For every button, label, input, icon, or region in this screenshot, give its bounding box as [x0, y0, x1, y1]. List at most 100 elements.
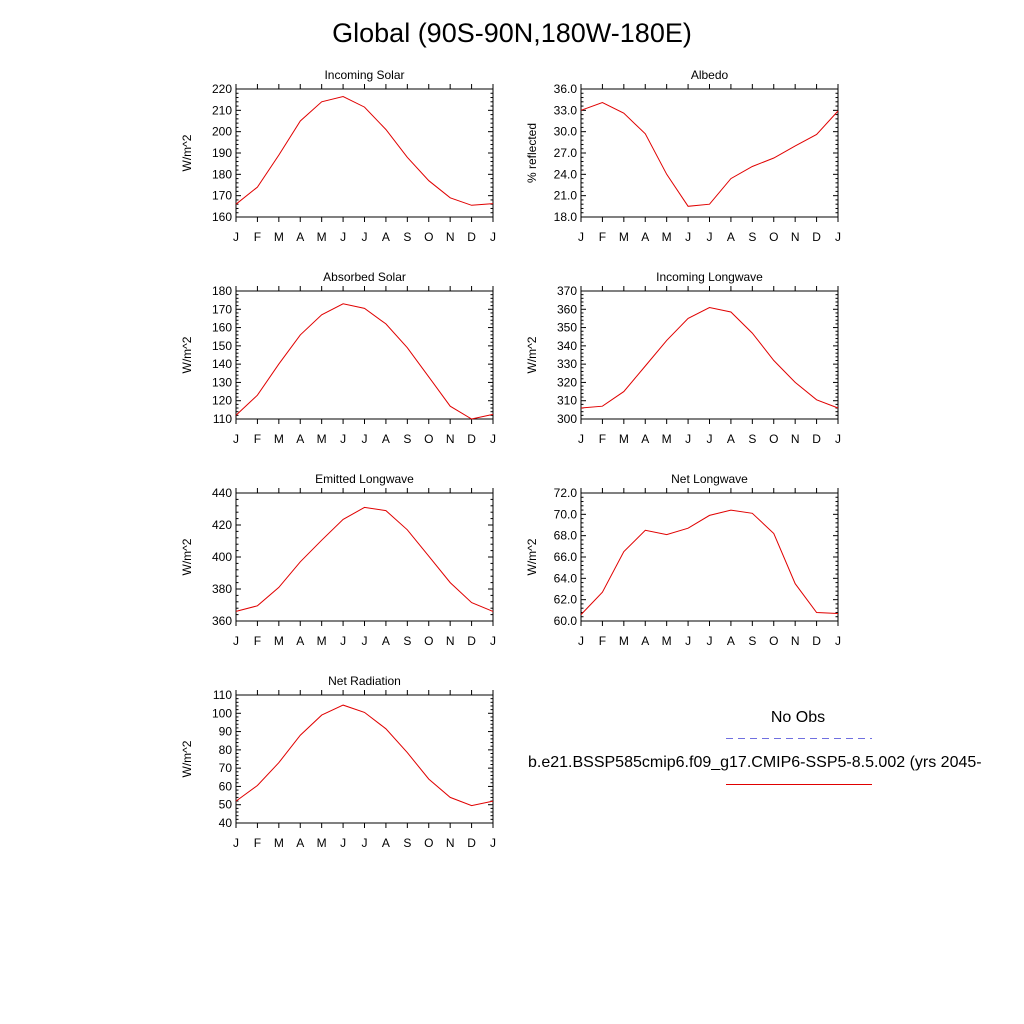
albedo-xtick-label: J: [685, 230, 691, 244]
emitted-longwave-xtick-label: A: [382, 634, 390, 648]
emitted-longwave-xtick-label: M: [317, 634, 327, 648]
net-radiation-xtick-label: F: [254, 836, 261, 850]
absorbed-solar-ytick-label: 170: [212, 302, 232, 316]
incoming-longwave-xtick-label: M: [619, 432, 629, 446]
incoming-longwave-xtick-label: N: [791, 432, 800, 446]
emitted-longwave-xtick-label: D: [467, 634, 476, 648]
emitted-longwave-xtick-label: J: [340, 634, 346, 648]
emitted-longwave-xtick-label: J: [490, 634, 496, 648]
net-radiation-xtick-label: M: [317, 836, 327, 850]
albedo-ytick-label: 21.0: [554, 189, 578, 203]
emitted-longwave-ytick-label: 380: [212, 582, 232, 596]
absorbed-solar-title: Absorbed Solar: [323, 270, 406, 284]
net-longwave-xtick-label: S: [748, 634, 756, 648]
incoming-solar-ytick-label: 170: [212, 189, 232, 203]
net-radiation-xtick-label: J: [490, 836, 496, 850]
incoming-longwave-title: Incoming Longwave: [656, 270, 763, 284]
incoming-solar-ytick-label: 210: [212, 103, 232, 117]
net-longwave-ytick-label: 62.0: [554, 593, 578, 607]
net-longwave-xtick-label: J: [685, 634, 691, 648]
incoming-solar-xtick-label: O: [424, 230, 433, 244]
incoming-longwave-series-line: [580, 306, 839, 409]
net-longwave-ytick-label: 66.0: [554, 550, 578, 564]
albedo-xtick-label: M: [662, 230, 672, 244]
net-longwave-xtick-label: M: [662, 634, 672, 648]
incoming-longwave-ytick-label: 360: [557, 302, 577, 316]
incoming-longwave-ytick-label: 370: [557, 284, 577, 298]
albedo-ytick-label: 33.0: [554, 103, 578, 117]
net-radiation-xtick-label: A: [296, 836, 304, 850]
incoming-longwave-xtick-label: A: [641, 432, 649, 446]
emitted-longwave-series-line: [235, 506, 494, 612]
net-longwave-xtick-label: A: [727, 634, 735, 648]
absorbed-solar-xtick-label: F: [254, 432, 261, 446]
emitted-longwave-xtick-label: F: [254, 634, 261, 648]
emitted-longwave-ytick-label: 360: [212, 614, 232, 628]
incoming-longwave-ytick-label: 310: [557, 394, 577, 408]
absorbed-solar-ylabel: W/m^2: [180, 336, 194, 373]
net-longwave-series-line: [580, 509, 839, 615]
incoming-longwave-xtick-label: J: [685, 432, 691, 446]
albedo-title: Albedo: [691, 68, 729, 82]
incoming-solar-xtick-label: J: [340, 230, 346, 244]
emitted-longwave-xtick-label: O: [424, 634, 433, 648]
incoming-solar-xtick-label: S: [403, 230, 411, 244]
absorbed-solar-xtick-label: O: [424, 432, 433, 446]
net-longwave-xtick-label: D: [812, 634, 821, 648]
incoming-longwave-xtick-label: J: [707, 432, 713, 446]
net-longwave-xtick-label: A: [641, 634, 649, 648]
emitted-longwave-xtick-label: J: [233, 634, 239, 648]
absorbed-solar-ytick-label: 160: [212, 321, 232, 335]
absorbed-solar-ytick-label: 120: [212, 394, 232, 408]
net-radiation-ytick-label: 80: [219, 743, 233, 757]
net-radiation-xtick-label: S: [403, 836, 411, 850]
panel-incoming-solar: Incoming Solar W/m^2 160 170 180 190 200 210 220…: [180, 68, 496, 244]
incoming-longwave-plot-frame: [580, 290, 839, 420]
net-radiation-title: Net Radiation: [328, 674, 401, 688]
incoming-solar-xtick-label: J: [233, 230, 239, 244]
panel-absorbed-solar: Absorbed Solar W/m^2 110 120 130 140 150 160 170…: [180, 270, 496, 446]
incoming-solar-xtick-label: M: [274, 230, 284, 244]
albedo-xtick-label: A: [641, 230, 649, 244]
albedo-xtick-label: A: [727, 230, 735, 244]
albedo-ytick-label: 27.0: [554, 146, 578, 160]
incoming-longwave-ytick-label: 340: [557, 339, 577, 353]
net-longwave-title: Net Longwave: [671, 472, 748, 486]
incoming-solar-xtick-label: F: [254, 230, 261, 244]
incoming-solar-ylabel: W/m^2: [180, 134, 194, 171]
net-radiation-xtick-label: D: [467, 836, 476, 850]
incoming-longwave-xtick-label: O: [769, 432, 778, 446]
net-longwave-ytick-label: 72.0: [554, 486, 578, 500]
emitted-longwave-ytick-label: 400: [212, 550, 232, 564]
albedo-xtick-label: F: [599, 230, 606, 244]
panel-albedo: Albedo % reflected 18.0 21.0 24.0 27.0 30.0 33.…: [525, 68, 841, 244]
incoming-solar-xtick-label: D: [467, 230, 476, 244]
net-radiation-xtick-label: J: [340, 836, 346, 850]
absorbed-solar-ytick-label: 180: [212, 284, 232, 298]
incoming-solar-series-line: [235, 95, 494, 206]
albedo-ytick-label: 24.0: [554, 167, 578, 181]
albedo-xtick-label: J: [578, 230, 584, 244]
net-longwave-ytick-label: 64.0: [554, 571, 578, 585]
emitted-longwave-title: Emitted Longwave: [315, 472, 414, 486]
incoming-solar-xtick-label: J: [490, 230, 496, 244]
incoming-longwave-xtick-label: D: [812, 432, 821, 446]
net-radiation-xtick-label: N: [446, 836, 455, 850]
incoming-longwave-ytick-label: 300: [557, 412, 577, 426]
incoming-longwave-ytick-label: 320: [557, 375, 577, 389]
incoming-longwave-xtick-label: J: [578, 432, 584, 446]
figure-title: Global (90S-90N,180W-180E): [332, 18, 692, 48]
incoming-solar-plot-frame: [235, 88, 494, 218]
net-longwave-xtick-label: J: [707, 634, 713, 648]
incoming-solar-ytick-label: 180: [212, 167, 232, 181]
net-radiation-ytick-label: 100: [212, 706, 232, 720]
net-longwave-plot-frame: [580, 492, 839, 622]
albedo-xtick-label: S: [748, 230, 756, 244]
incoming-solar-xtick-label: A: [296, 230, 304, 244]
incoming-longwave-xtick-label: M: [662, 432, 672, 446]
net-radiation-xtick-label: J: [233, 836, 239, 850]
emitted-longwave-xtick-label: M: [274, 634, 284, 648]
albedo-xtick-label: J: [835, 230, 841, 244]
